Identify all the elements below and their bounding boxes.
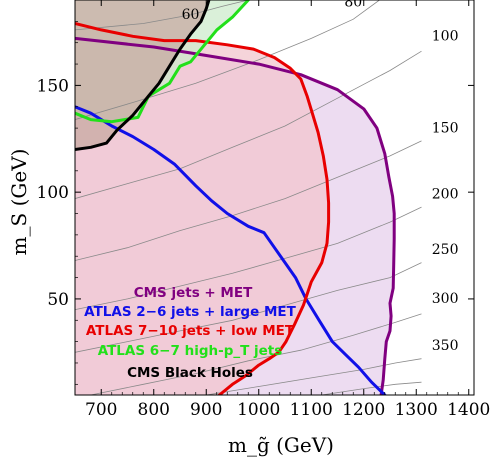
y-tick-label: 50 xyxy=(47,290,69,310)
contour-labels: 60 80 100 150 200 250 300 350 xyxy=(182,0,459,354)
atlas-2-6-jets-large-met-line xyxy=(75,105,387,395)
mass-contour-extra-8 xyxy=(321,381,422,395)
plot-area xyxy=(75,0,422,395)
mass-contour-250 xyxy=(75,262,422,353)
legend-entry-atlas-2-6-jets-large-met: ATLAS 2−6 jets + large MET xyxy=(84,304,296,320)
legend-entry-cms-black-holes: CMS Black Holes xyxy=(127,365,253,381)
legend-entry-cms-jets-met: CMS jets + MET xyxy=(134,285,253,301)
x-tick-label: 1200 xyxy=(342,400,385,420)
y-axis-label: m_S (GeV) xyxy=(7,149,31,256)
axis-labels: m_g̃ (GeV) m_S (GeV) xyxy=(7,149,334,457)
mass-contour-350 xyxy=(206,358,422,395)
mass-contour-100 xyxy=(75,50,422,199)
legend: CMS jets + MET ATLAS 2−6 jets + large MET… xyxy=(84,285,296,381)
axis-ticks: 700 800 900 1000 1100 1200 1300 1400 50 100 150 xyxy=(37,0,490,420)
x-tick-label: 1300 xyxy=(395,400,438,420)
contour-label-80: 80 xyxy=(344,0,362,10)
cms-black-holes-line xyxy=(75,0,211,151)
atlas-7-10-jets-low-met-line xyxy=(75,22,331,395)
mass-contour-150 xyxy=(75,140,422,261)
legend-entry-atlas-6-7-high-p-t-jets: ATLAS 6−7 high-p_T jets xyxy=(98,343,283,359)
cms-jets-met-line xyxy=(75,36,396,395)
x-tick-label: 1100 xyxy=(290,400,333,420)
contour-label-60: 60 xyxy=(182,7,200,23)
x-tick-label: 1400 xyxy=(447,400,490,420)
plot-frame xyxy=(74,0,475,396)
y-tick-label: 150 xyxy=(37,76,69,96)
contour-label-100: 100 xyxy=(432,29,459,45)
contour-label-200: 200 xyxy=(432,187,459,203)
x-tick-label: 900 xyxy=(190,400,222,420)
atlas-6-7-high-p-t-jets-line xyxy=(75,0,250,124)
contour-label-150: 150 xyxy=(432,120,459,136)
y-tick-label: 100 xyxy=(37,183,69,203)
mass-contour-80 xyxy=(75,0,380,120)
x-tick-label: 800 xyxy=(138,400,170,420)
exclusion-lines xyxy=(75,0,396,395)
mass-contour-60 xyxy=(75,0,249,31)
x-tick-label: 1000 xyxy=(237,400,280,420)
legend-entry-atlas-7-10-jets-low-met: ATLAS 7−10 jets + low MET xyxy=(86,323,295,339)
mass-contour-200 xyxy=(75,206,422,310)
cms-black-holes-region xyxy=(75,0,209,150)
contour-label-350: 350 xyxy=(432,338,459,354)
contour-label-300: 300 xyxy=(432,291,459,307)
x-tick-label: 700 xyxy=(85,400,117,420)
contour-label-250: 250 xyxy=(432,242,459,258)
x-axis-label: m_g̃ (GeV) xyxy=(228,433,334,457)
